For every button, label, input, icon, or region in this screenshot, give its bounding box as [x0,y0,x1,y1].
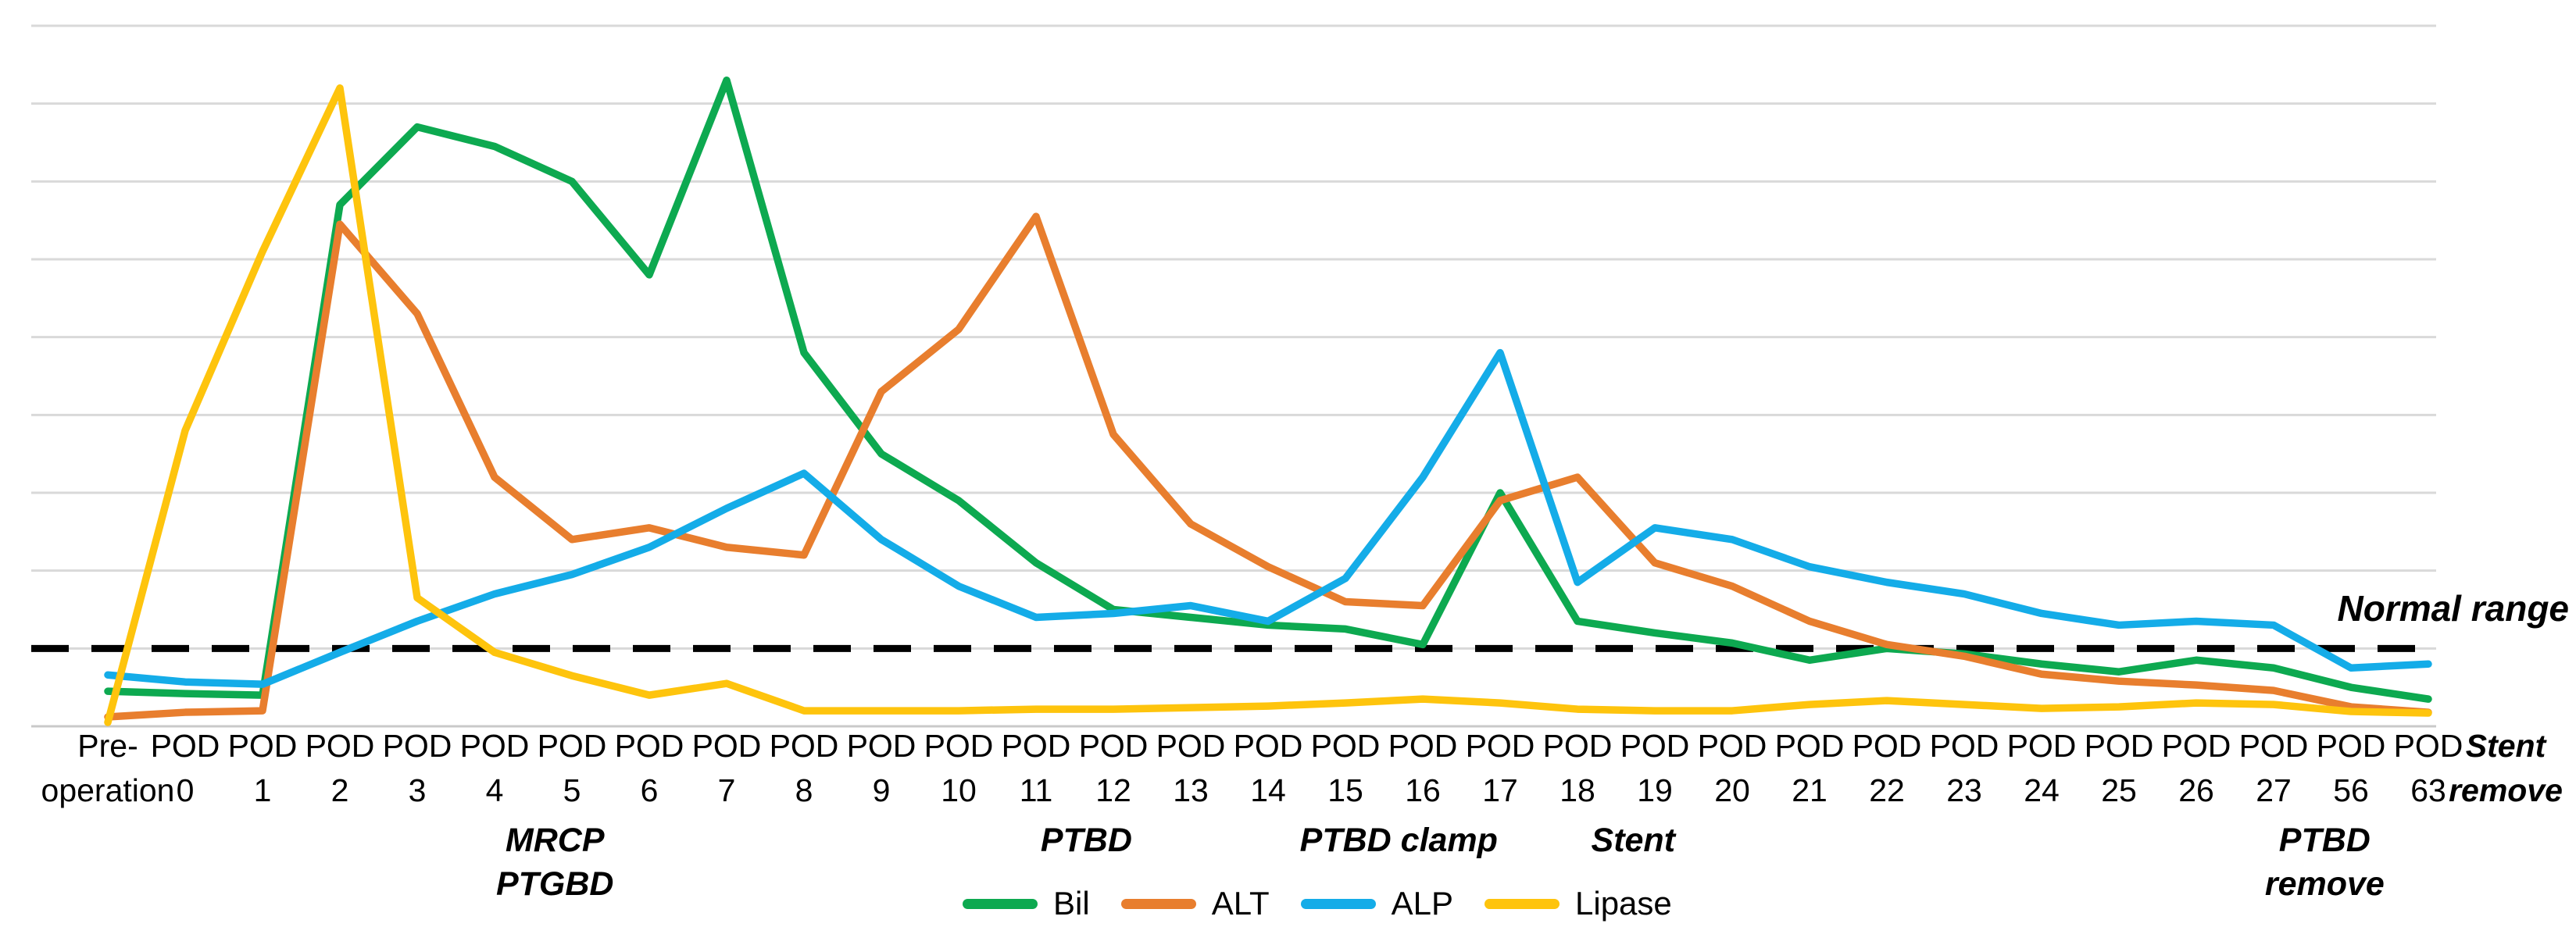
x-axis-label: POD [2317,728,2386,764]
x-axis-label: 19 [1637,772,1673,808]
x-axis-label: 22 [1869,772,1905,808]
x-axis-label: POD [924,728,994,764]
series-line-lipase [104,84,2432,726]
x-axis-label: Stent [2466,728,2548,764]
x-axis-label: 15 [1327,772,1363,808]
x-axis-label: 6 [641,772,659,808]
x-axis-label: 17 [1482,772,1518,808]
legend-item-lipase: Lipase [1485,887,1672,920]
x-axis-label: POD [1853,728,1922,764]
x-axis-label: remove [2449,772,2563,808]
legend: Bil ALT ALP Lipase [963,887,1672,920]
annotation-remove: remove [2264,865,2385,903]
x-axis-label: POD [2007,728,2077,764]
x-axis-label: 25 [2101,772,2137,808]
x-axis-label: POD [460,728,530,764]
x-axis-label: POD [2394,728,2463,764]
legend-label: ALT [1211,885,1270,922]
x-axis-label: operation [41,772,175,808]
x-axis-labels: Pre-operation POD 0 POD 1 POD 2 POD 3 POD 4 POD 5 POD… [41,728,2563,808]
x-axis-label: POD [305,728,375,764]
annotation-mrcp: MRCP [505,822,605,859]
x-axis-label: POD [770,728,839,764]
x-axis-label: POD [1775,728,1845,764]
x-axis-label: 2 [331,772,349,808]
x-axis-label: POD [1698,728,1767,764]
x-axis-label: POD [1620,728,1690,764]
x-axis-label: POD [228,728,298,764]
legend-item-alt: ALT [1120,885,1270,922]
legend-swatch-bil [963,898,1038,909]
x-axis-label: 4 [486,772,504,808]
legend-swatch-alp [1300,898,1376,909]
x-axis-label: 23 [1946,772,1982,808]
x-axis-label: POD [2239,728,2309,764]
legend-item-alp: ALP [1300,885,1453,922]
x-axis-label: POD [1311,728,1381,764]
x-axis-label: POD [2162,728,2231,764]
x-axis-label: 20 [1714,772,1750,808]
x-axis-label: POD [538,728,607,764]
x-axis-label: POD [151,728,220,764]
annotation-ptbd: PTBD [2278,822,2371,859]
series-line-alp [104,348,2432,688]
x-axis-label: POD [1543,728,1613,764]
series-line-bil [104,77,2432,703]
x-axis-label: 5 [563,772,581,808]
x-axis-label: 63 [2410,772,2446,808]
legend-item-bil: Bil [963,887,1090,920]
x-axis-label: POD [1930,728,1999,764]
x-axis-label: Pre- [77,728,138,764]
x-axis-label: 1 [254,772,272,808]
annotation-ptgbd: PTGBD [495,865,614,903]
x-axis-label: POD [1156,728,1226,764]
x-axis-label: 18 [1560,772,1595,808]
legend-label: Bil [1053,885,1090,922]
annotation-stent: Stent [1591,822,1676,859]
x-axis-label: 27 [2256,772,2292,808]
x-axis-label: 11 [1020,772,1053,808]
x-axis-label: 24 [2024,772,2060,808]
x-axis-label: POD [2085,728,2154,764]
x-axis-label: 10 [941,772,977,808]
x-axis-label: POD [1466,728,1535,764]
x-axis-label: POD [847,728,916,764]
x-axis-label: 7 [718,772,736,808]
legend-label: Lipase [1575,885,1672,922]
x-axis-label: 12 [1095,772,1131,808]
legend-swatch-alt [1120,898,1196,909]
x-axis-label: 13 [1173,772,1209,808]
x-axis-label: POD [383,728,452,764]
x-axis-label: 56 [2333,772,2369,808]
normal-range-label: Normal range [2337,588,2569,629]
legend-label: ALP [1391,885,1453,922]
x-axis-label: POD [1002,728,1071,764]
x-axis-label: 26 [2178,772,2214,808]
x-axis-label: POD [1234,728,1303,764]
x-axis-label: POD [1079,728,1149,764]
x-axis-label: 3 [409,772,427,808]
series-line-alt [104,212,2432,721]
x-axis-label: POD [1388,728,1458,764]
legend-swatch-lipase [1485,898,1560,909]
x-axis-label: 8 [795,772,813,808]
x-axis-label: POD [615,728,684,764]
x-axis-label: 0 [177,772,195,808]
x-axis-label: 16 [1405,772,1441,808]
x-axis-label: 21 [1792,772,1827,808]
x-axis-label: POD [692,728,762,764]
x-axis-label: 14 [1250,772,1286,808]
annotation-ptbd: PTBD [1040,822,1132,859]
x-axis-label: 9 [873,772,891,808]
annotation-ptbd-clamp: PTBD clamp [1299,822,1498,859]
